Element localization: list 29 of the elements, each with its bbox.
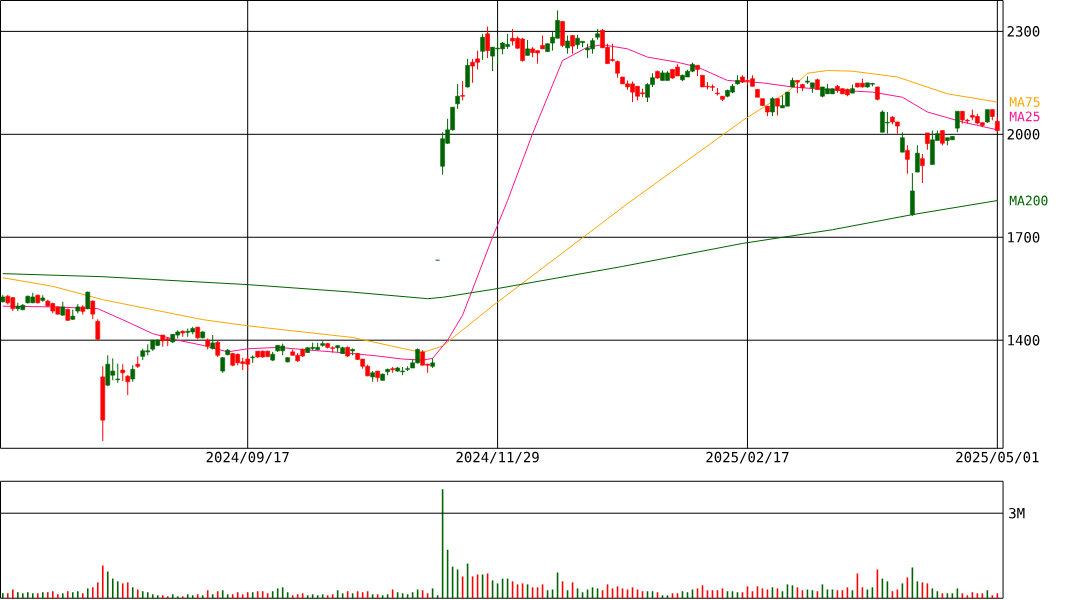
y-tick-label: 1400	[1008, 334, 1040, 346]
x-tick-label: 2025/02/17	[706, 451, 789, 464]
series-label: MA200	[1009, 195, 1048, 206]
series-label: MA25	[1009, 111, 1040, 122]
y-tick-label: 1700	[1008, 231, 1040, 243]
candlestick	[905, 144, 910, 175]
candlestick	[125, 374, 131, 396]
candlestick	[915, 144, 920, 173]
candlestick	[955, 110, 960, 133]
candlestick	[900, 131, 905, 153]
candlestick	[90, 299, 96, 320]
y-tick-label: 2300	[1007, 25, 1040, 37]
series-label: MA75	[1009, 97, 1040, 107]
x-tick-label: 2024/09/17	[206, 451, 289, 464]
candlestick	[920, 153, 925, 184]
candlestick	[770, 96, 775, 117]
candlestick	[570, 34, 575, 55]
y-tick-label: 2000	[1007, 128, 1040, 140]
x-tick-label: 2025/05/01	[956, 451, 1039, 464]
candlestick	[460, 80, 465, 101]
ref-line-label: 3M	[1009, 507, 1025, 519]
candlestick	[565, 34, 570, 55]
candlestick	[105, 354, 111, 387]
candlestick	[485, 25, 490, 59]
candlestick	[465, 58, 470, 89]
candlestick	[455, 83, 460, 110]
candlestick	[115, 362, 121, 384]
x-tick-label: 2024/11/29	[456, 451, 539, 464]
candlestick	[480, 33, 485, 61]
